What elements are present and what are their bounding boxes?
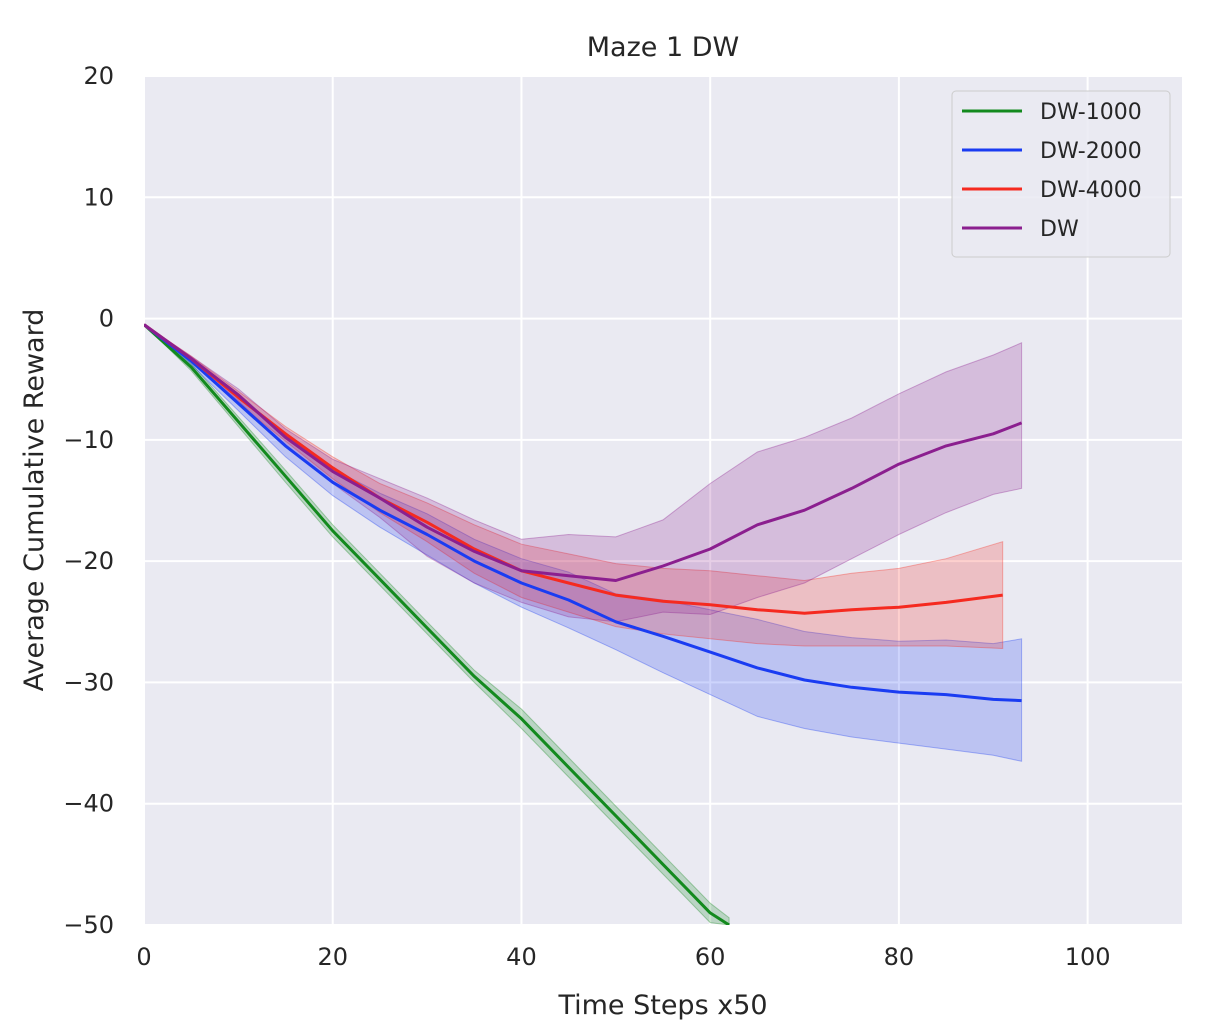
x-tick-label: 40 — [506, 943, 537, 971]
y-tick-label: −10 — [63, 426, 114, 454]
series-lines — [144, 323, 1023, 925]
x-tick-label: 20 — [317, 943, 348, 971]
x-axis-ticks: 0 20 40 60 80 100 — [136, 943, 1110, 971]
legend: DW-1000 DW-2000 DW-4000 DW — [951, 90, 1171, 258]
line-dw-2000 — [144, 323, 1022, 703]
legend-label-dw: DW — [1040, 217, 1079, 242]
line-dw-1000 — [144, 323, 730, 925]
x-tick-label: 0 — [136, 943, 151, 971]
legend-box — [951, 90, 1171, 258]
y-axis-ticks: 20 10 0 −10 −20 −30 −40 −50 — [63, 62, 114, 939]
chart-title: Maze 1 DW — [587, 32, 739, 63]
x-tick-label: 80 — [884, 943, 915, 971]
y-tick-label: 20 — [83, 62, 114, 90]
x-tick-label: 100 — [1065, 943, 1111, 971]
y-tick-label: −20 — [63, 547, 114, 575]
y-tick-label: 0 — [99, 305, 114, 333]
y-tick-label: −30 — [63, 668, 114, 696]
legend-label-dw-1000: DW-1000 — [1040, 100, 1142, 125]
x-axis-label: Time Steps x50 — [557, 990, 767, 1021]
line-dw — [144, 323, 1023, 582]
band-dw — [144, 324, 1023, 623]
legend-label-dw-4000: DW-4000 — [1040, 178, 1142, 203]
line-dw-4000 — [144, 323, 1003, 615]
x-tick-label: 60 — [695, 943, 726, 971]
grid-lines — [143, 75, 1182, 926]
legend-label-dw-2000: DW-2000 — [1040, 139, 1142, 164]
y-tick-label: −40 — [63, 790, 114, 818]
y-axis-label: Average Cumulative Reward — [19, 309, 50, 692]
y-tick-label: 10 — [83, 183, 114, 211]
band-dw-1000 — [144, 324, 730, 925]
y-tick-label: −50 — [63, 911, 114, 939]
